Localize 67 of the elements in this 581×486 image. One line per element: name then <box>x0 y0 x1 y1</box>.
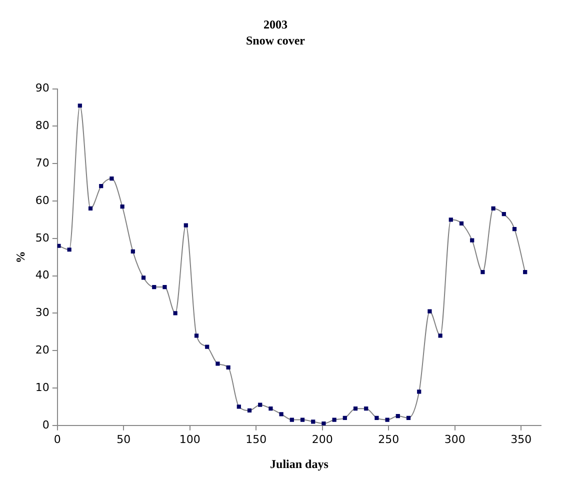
point <box>353 406 358 411</box>
point <box>194 334 199 338</box>
point <box>258 402 262 407</box>
y-tick-label: 90 <box>35 82 50 95</box>
point <box>99 184 104 188</box>
x-tick-label: 200 <box>312 432 333 446</box>
point <box>374 416 379 420</box>
point <box>322 421 326 426</box>
point <box>78 104 82 108</box>
point <box>396 414 400 418</box>
y-tick-label: 30 <box>35 306 50 320</box>
point <box>428 309 432 314</box>
y-tick-label: 40 <box>35 268 50 282</box>
y-tick-label: 50 <box>35 231 50 244</box>
point <box>417 390 422 394</box>
point <box>205 344 210 349</box>
point <box>290 418 294 422</box>
point <box>480 270 485 274</box>
point <box>152 284 156 290</box>
point <box>88 206 93 211</box>
y-tick-label: 80 <box>35 119 50 132</box>
point <box>216 362 220 366</box>
point <box>57 244 61 248</box>
point <box>523 270 528 274</box>
point <box>470 238 474 242</box>
point <box>406 416 411 420</box>
point <box>385 418 390 422</box>
point <box>110 176 114 181</box>
chart-subtitle: Snow cover <box>246 34 306 48</box>
y-axis-title: % <box>13 251 28 264</box>
point <box>236 404 241 409</box>
point <box>438 334 442 338</box>
x-tick-label: 0 <box>54 432 61 446</box>
point <box>364 406 368 411</box>
point <box>332 418 336 422</box>
y-tick-label: 70 <box>35 156 50 170</box>
x-tick-label: 250 <box>378 432 400 446</box>
point <box>247 408 252 412</box>
point <box>502 212 506 216</box>
chart-title: 2003 <box>264 17 288 32</box>
x-tick-label: 350 <box>510 432 532 446</box>
point <box>268 406 273 411</box>
point <box>491 206 496 211</box>
point <box>226 365 230 370</box>
x-axis-title: Julian days <box>270 456 329 471</box>
point <box>279 412 284 416</box>
y-tick-label: 60 <box>35 194 50 207</box>
y-tick-label: 0 <box>42 418 50 432</box>
point <box>162 284 167 290</box>
y-tick-label: 10 <box>35 380 50 394</box>
point <box>130 249 135 254</box>
point <box>459 221 464 226</box>
point <box>141 276 146 280</box>
x-tick-label: 100 <box>179 432 200 446</box>
point <box>184 223 188 228</box>
x-tick-label: 300 <box>444 432 466 446</box>
point <box>300 418 305 422</box>
point <box>448 218 453 222</box>
point <box>342 416 347 420</box>
point <box>512 226 517 232</box>
point <box>120 204 124 209</box>
x-tick-label: 150 <box>246 432 267 446</box>
y-tick-label: 20 <box>35 343 50 356</box>
x-tick-label: 50 <box>116 432 131 446</box>
point <box>311 420 316 424</box>
point <box>173 311 178 316</box>
point <box>67 248 72 252</box>
